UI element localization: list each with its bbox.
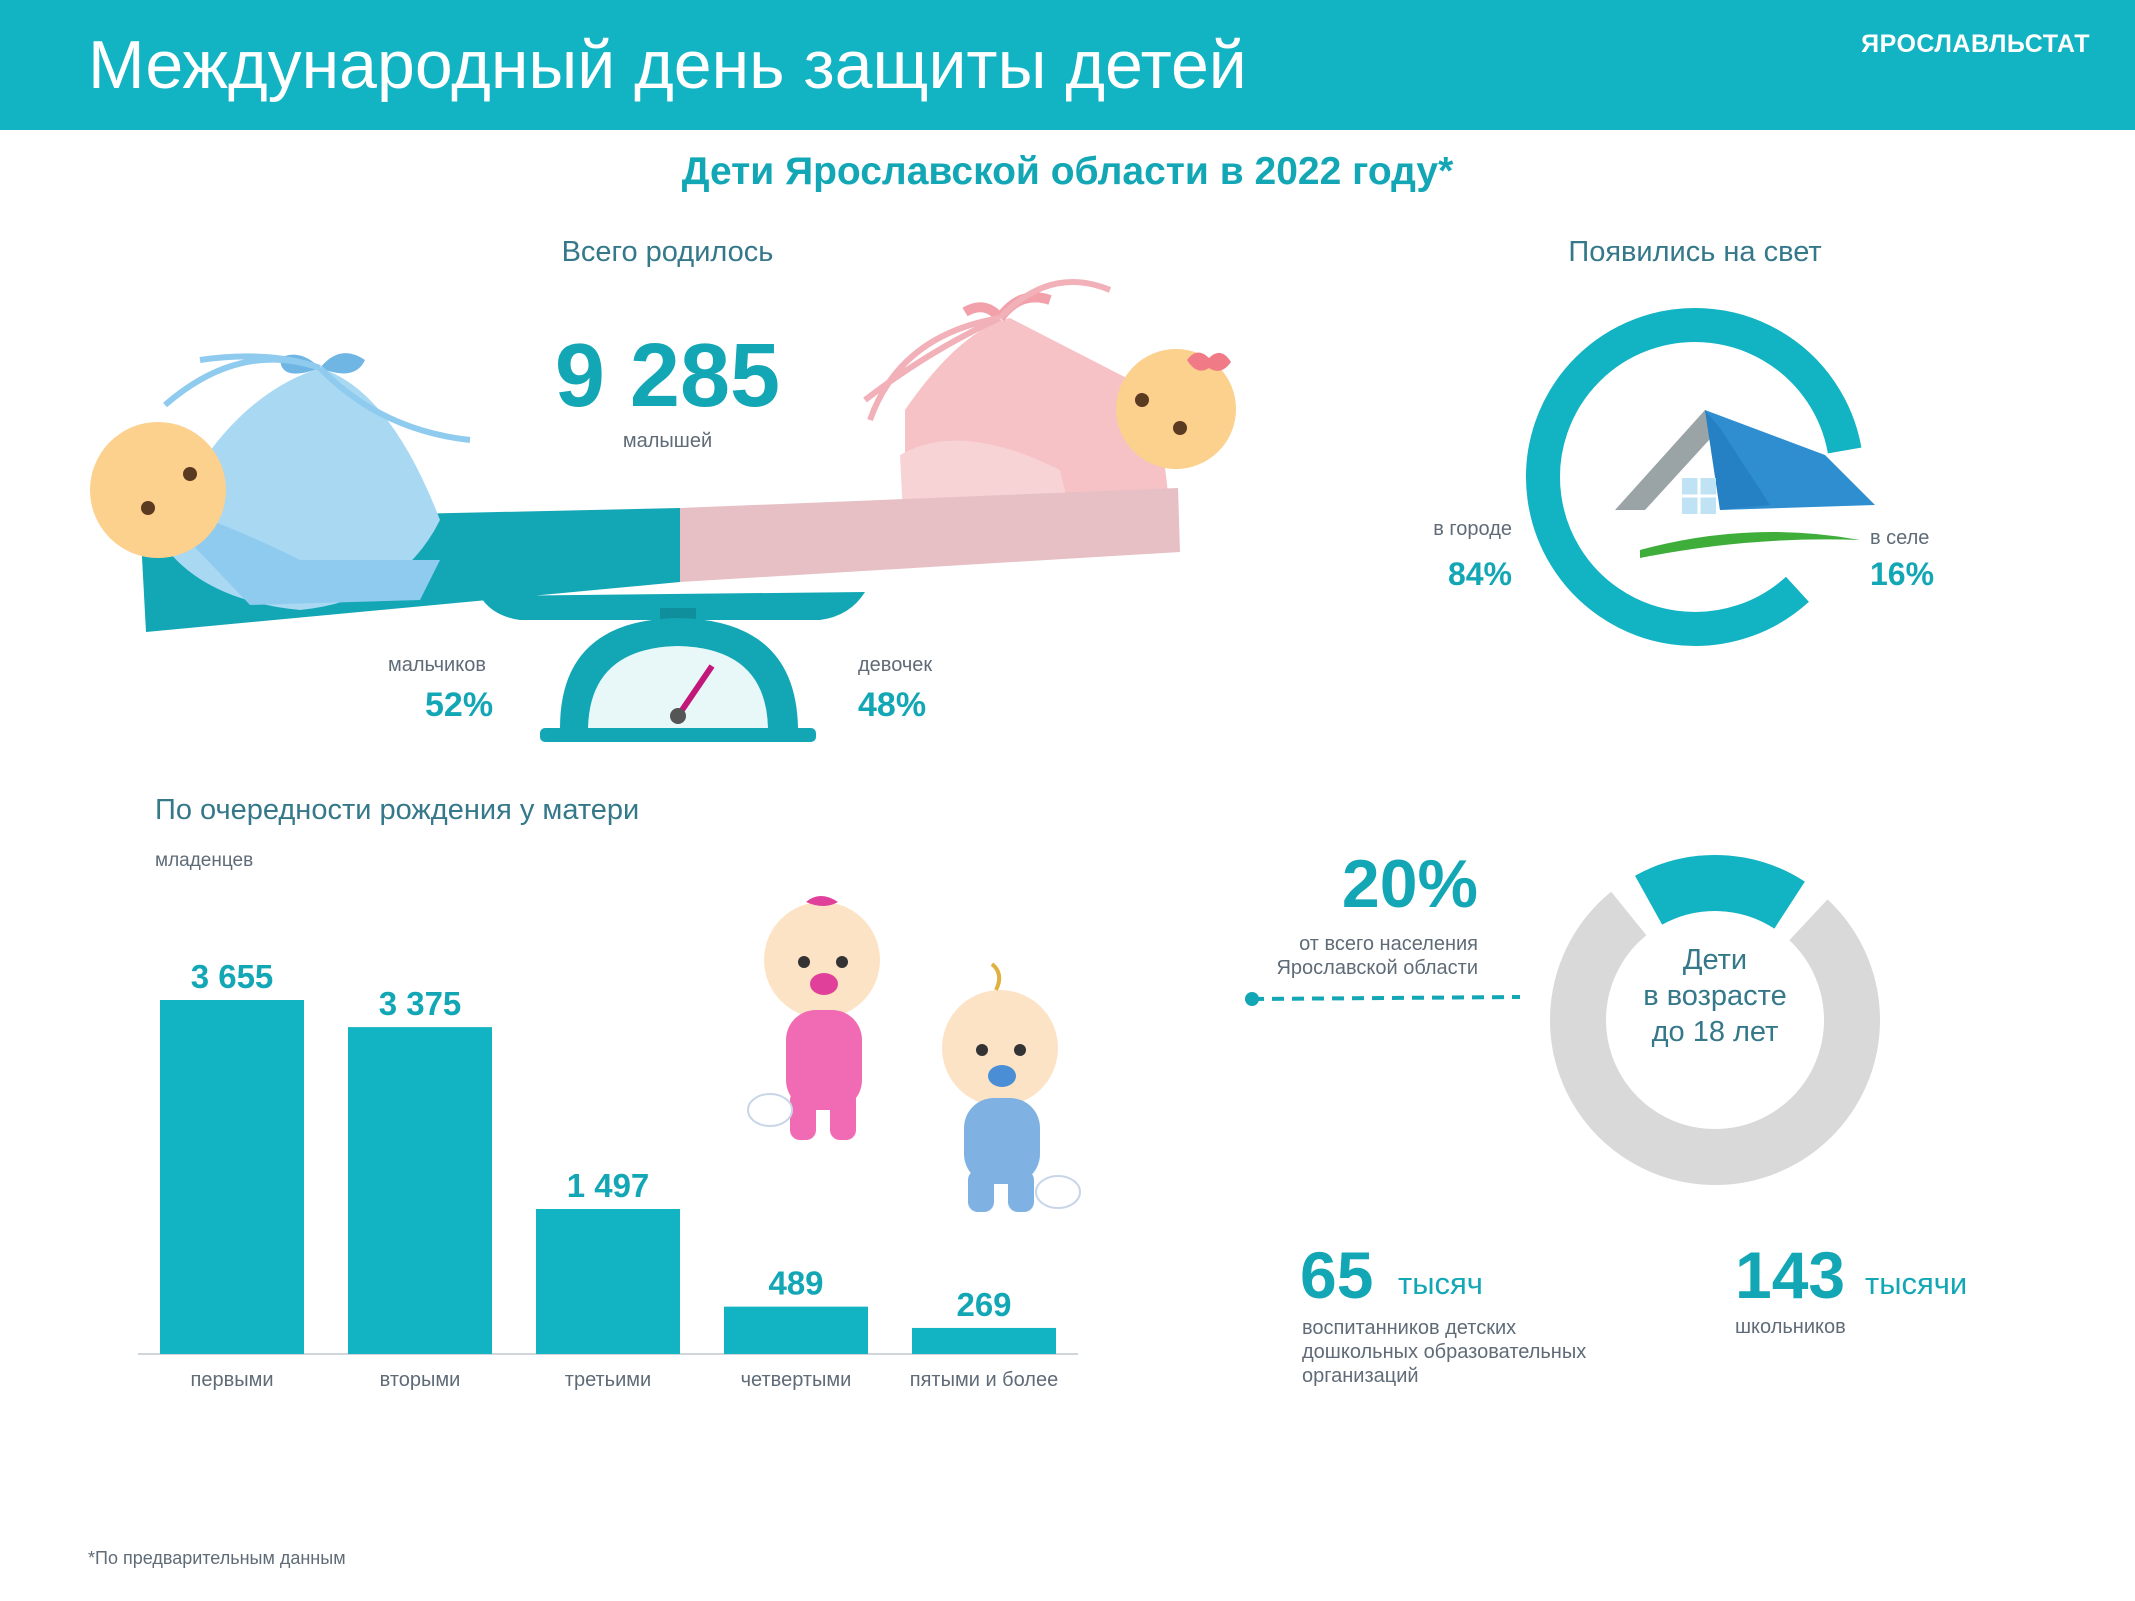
bar-value-label: 1 497 — [567, 1167, 650, 1204]
scale-beam-girls — [680, 488, 1180, 582]
preschool-value: 65 — [1300, 1238, 1374, 1312]
bar — [724, 1306, 868, 1354]
bar — [912, 1327, 1056, 1354]
page-title: Международный день защиты детей — [88, 27, 1247, 103]
other-population-arc — [1550, 891, 1880, 1185]
school-label: школьников — [1735, 1316, 1846, 1338]
school-unit: тысячи — [1865, 1266, 1968, 1301]
bar-value-label: 3 375 — [379, 985, 462, 1022]
boys-label: мальчиков — [388, 654, 486, 676]
preschool-label: воспитанников детских дошкольных образов… — [1302, 1317, 1587, 1387]
leader-line — [1251, 995, 1521, 1001]
born-where-title: Появились на свет — [1568, 236, 1822, 268]
leader-dot — [1245, 992, 1259, 1006]
children-share-label: от всего населения Ярославской области — [1180, 932, 1478, 980]
page-subtitle: Дети Ярославской области в 2022 году* — [681, 150, 1454, 193]
brand-logo-text: ЯРОСЛАВЛЬСТАТ — [1861, 30, 2090, 58]
children-share-label-line2: Ярославской области — [1276, 957, 1478, 979]
birth-order-bar-chart: 3 655 первыми 3 375 вторыми 1 497 третьими 489… — [138, 958, 1078, 1391]
children-share-donut — [1245, 855, 1880, 1185]
city-label: в городе — [1433, 518, 1512, 540]
donut-center-line1: Дети — [1682, 944, 1748, 976]
girls-value: 48% — [858, 686, 927, 724]
city-village-ring — [1526, 308, 1864, 646]
donut-center-line3: до 18 лет — [1651, 1016, 1779, 1048]
donut-center-line2: в возрасте — [1643, 980, 1787, 1012]
village-value: 16% — [1870, 556, 1935, 592]
bar-category-label: пятыми и более — [910, 1369, 1058, 1391]
children-arc — [1635, 855, 1805, 930]
footnote: *По предварительным данным — [88, 1548, 346, 1568]
bar — [348, 1027, 492, 1354]
births-total: 9 285 — [554, 326, 781, 426]
toddlers-illustration — [747, 896, 1081, 1212]
header-bar — [0, 0, 2135, 130]
children-share-label-line1: от всего населения — [1299, 933, 1478, 955]
births-label: Всего родилось — [561, 236, 774, 268]
toddler-girl-icon — [747, 896, 880, 1140]
scale-illustration — [90, 279, 1236, 742]
donut-center-label: Дети в возрасте до 18 лет — [1565, 942, 1865, 1050]
village-label: в селе — [1870, 527, 1930, 549]
children-share-value: 20% — [1341, 846, 1478, 922]
bar-value-label: 269 — [956, 1286, 1011, 1323]
bar-value-label: 3 655 — [191, 958, 274, 995]
bar-category-label: первыми — [191, 1369, 274, 1391]
bar-category-label: четвертыми — [741, 1369, 852, 1391]
boys-value: 52% — [425, 686, 494, 724]
city-arc — [1526, 308, 1862, 646]
preschool-unit: тысяч — [1398, 1266, 1483, 1301]
toddler-boy-icon — [942, 962, 1081, 1212]
bar-value-label: 489 — [768, 1265, 823, 1302]
birth-order-unit: младенцев — [155, 850, 254, 871]
baby-boy-icon — [90, 353, 471, 610]
village-arc — [1785, 447, 1864, 602]
bar — [536, 1209, 680, 1354]
school-value: 143 — [1735, 1238, 1846, 1312]
bar-category-label: вторыми — [380, 1369, 461, 1391]
bar-category-label: третьими — [565, 1369, 651, 1391]
city-value: 84% — [1447, 556, 1512, 592]
bar — [160, 1000, 304, 1354]
birth-order-title: По очередности рождения у матери — [155, 794, 640, 826]
house-icon — [1615, 410, 1875, 558]
births-unit: малышей — [622, 430, 713, 452]
girls-label: девочек — [858, 654, 933, 676]
